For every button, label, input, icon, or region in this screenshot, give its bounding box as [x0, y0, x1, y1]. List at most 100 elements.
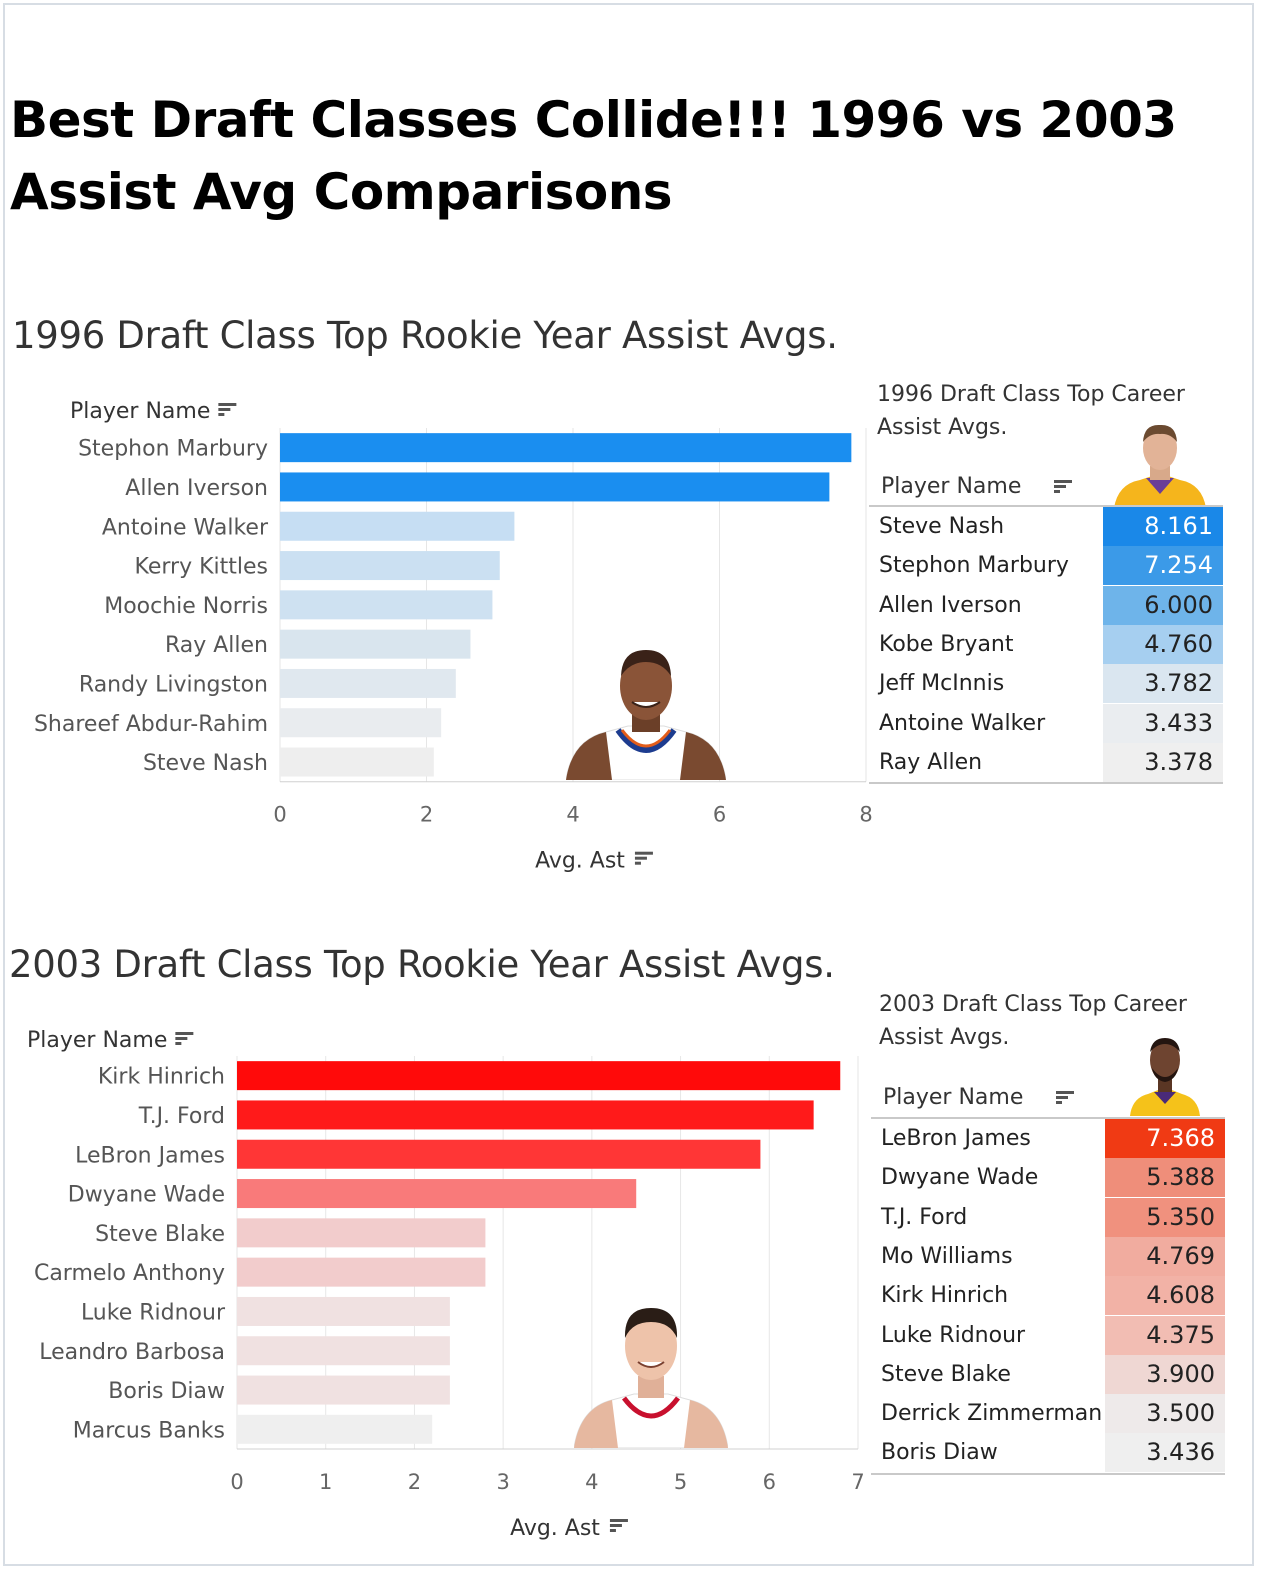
row-player-name: Dwyane Wade	[881, 1165, 1039, 1191]
row-player-name: Steve Nash	[879, 514, 1005, 539]
dashboard-frame	[3, 3, 1254, 1566]
table-row[interactable]: Stephon Marbury 7.254	[869, 546, 1223, 586]
table-row[interactable]: Dwyane Wade 5.388	[871, 1158, 1225, 1198]
category-header[interactable]: Player Name	[27, 1028, 167, 1053]
category-label: Shareef Abdur-Rahim	[34, 712, 268, 737]
row-assist-value: 3.436	[1105, 1433, 1225, 1473]
table-row[interactable]: Kobe Bryant 4.760	[869, 624, 1223, 664]
tick-label: 8	[859, 803, 872, 827]
category-label: Moochie Norris	[104, 594, 268, 619]
table-row[interactable]: Derrick Zimmerman 3.500	[871, 1394, 1225, 1434]
chart-2003-title: 2003 Draft Class Top Rookie Year Assist …	[9, 943, 835, 986]
category-label: T.J. Ford	[138, 1104, 225, 1129]
x-axis-title[interactable]: Avg. Ast	[510, 1516, 600, 1541]
category-label: Leandro Barbosa	[39, 1340, 225, 1365]
table-1996-title: 1996 Draft Class Top Career Assist Avgs.	[877, 382, 1185, 440]
category-label: Steve Nash	[143, 751, 268, 776]
row-player-name: Derrick Zimmerman	[881, 1401, 1103, 1427]
bar-leandro-barbosa[interactable]	[237, 1336, 450, 1366]
table-row[interactable]: Mo Williams 4.769	[871, 1236, 1225, 1276]
bar-ray-allen[interactable]	[280, 629, 471, 659]
category-label: Marcus Banks	[73, 1418, 225, 1443]
table-2003-header-label: Player Name	[883, 1085, 1024, 1110]
tick-label: 7	[851, 1470, 864, 1494]
row-player-name: Stephon Marbury	[879, 553, 1069, 579]
tick-label: 4	[585, 1470, 598, 1494]
bar-marcus-banks[interactable]	[237, 1414, 433, 1444]
bar-shareef-abdur-rahim[interactable]	[280, 708, 442, 738]
bar-antoine-walker[interactable]	[280, 511, 515, 541]
table-row[interactable]: Boris Diaw 3.436	[871, 1433, 1225, 1473]
category-label: Ray Allen	[165, 633, 268, 658]
category-label: Randy Livingston	[79, 672, 268, 697]
dashboard-title: Best Draft Classes Collide!!! 1996 vs 20…	[10, 91, 1177, 221]
bar-moochie-norris[interactable]	[280, 590, 493, 620]
row-player-name: Antoine Walker	[879, 710, 1046, 736]
table-bottom-border	[869, 782, 1223, 785]
table-row[interactable]: Steve Nash 8.161	[869, 507, 1223, 546]
row-player-name: T.J. Ford	[881, 1204, 968, 1230]
bar-boris-diaw[interactable]	[237, 1375, 450, 1405]
bar-dwyane-wade[interactable]	[237, 1179, 637, 1209]
bar-carmelo-anthony[interactable]	[237, 1257, 486, 1287]
bar-stephon-marbury[interactable]	[280, 433, 852, 463]
category-label: Dwyane Wade	[68, 1183, 225, 1208]
table-2003-title: 2003 Draft Class Top Career Assist Avgs.	[879, 992, 1187, 1050]
row-assist-value: 4.760	[1103, 624, 1223, 664]
row-player-name: Ray Allen	[879, 749, 983, 775]
bar-lebron-james[interactable]	[237, 1139, 761, 1169]
sort-icon[interactable]	[609, 1519, 628, 1532]
category-label: Allen Iverson	[125, 476, 268, 501]
table-row[interactable]: T.J. Ford 5.350	[871, 1197, 1225, 1237]
table-row[interactable]: Steve Blake 3.900	[871, 1354, 1225, 1394]
bar-kerry-kittles[interactable]	[280, 551, 500, 581]
table-row[interactable]: Allen Iverson 6.000	[869, 585, 1223, 625]
sort-icon[interactable]	[1056, 1091, 1075, 1105]
bar-t-j-ford[interactable]	[237, 1100, 814, 1130]
sort-icon[interactable]	[1054, 480, 1073, 494]
row-assist-value: 7.254	[1103, 546, 1223, 586]
row-player-name: Jeff McInnis	[879, 671, 1005, 697]
row-assist-value: 3.500	[1105, 1394, 1225, 1434]
chart-1996-rookie-assists: Player Name Stephon Marbury Allen Iverson A…	[34, 399, 873, 874]
bar-steve-nash[interactable]	[280, 747, 434, 777]
tick-label: 2	[408, 1470, 421, 1494]
row-assist-value: 4.769	[1105, 1236, 1225, 1276]
table-row[interactable]: LeBron James 7.368	[871, 1119, 1225, 1158]
x-axis-title[interactable]: Avg. Ast	[535, 849, 625, 874]
category-label: Carmelo Anthony	[34, 1261, 225, 1286]
table-2003-header[interactable]: Player Name	[883, 1085, 1075, 1110]
kirk-hinrich-photo	[574, 1300, 728, 1448]
stephon-marbury-photo	[566, 646, 726, 780]
tick-label: 5	[674, 1470, 687, 1494]
table-1996-header-label: Player Name	[881, 474, 1022, 499]
row-assist-value: 3.378	[1103, 742, 1223, 782]
category-label: Steve Blake	[95, 1222, 225, 1247]
chart-1996-title: 1996 Draft Class Top Rookie Year Assist …	[12, 314, 838, 357]
tick-label: 6	[763, 1470, 776, 1494]
row-player-name: Mo Williams	[881, 1243, 1013, 1269]
bar-steve-blake[interactable]	[237, 1218, 486, 1248]
table-top-border	[871, 1117, 1225, 1119]
bar-randy-livingston[interactable]	[280, 668, 456, 698]
table-row[interactable]: Kirk Hinrich 4.608	[871, 1276, 1225, 1316]
category-label: Kerry Kittles	[135, 555, 268, 580]
table-row[interactable]: Antoine Walker 3.433	[869, 703, 1223, 743]
table-row[interactable]: Luke Ridnour 4.375	[871, 1315, 1225, 1355]
table-row[interactable]: Jeff McInnis 3.782	[869, 664, 1223, 704]
table-bottom-border	[871, 1472, 1225, 1475]
row-player-name: LeBron James	[881, 1126, 1031, 1151]
bar-kirk-hinrich[interactable]	[237, 1061, 841, 1091]
row-assist-value: 3.433	[1103, 703, 1223, 743]
sort-icon[interactable]	[218, 403, 237, 416]
table-row[interactable]: Ray Allen 3.378	[869, 742, 1223, 782]
table-1996-header[interactable]: Player Name	[881, 474, 1073, 499]
sort-icon[interactable]	[175, 1032, 194, 1045]
bar-allen-iverson[interactable]	[280, 472, 830, 502]
row-player-name: Allen Iverson	[879, 592, 1022, 618]
sort-icon[interactable]	[634, 851, 653, 865]
bar-luke-ridnour[interactable]	[237, 1296, 450, 1326]
row-assist-value: 6.000	[1103, 585, 1223, 625]
tick-label: 3	[496, 1470, 509, 1494]
category-header[interactable]: Player Name	[70, 399, 210, 424]
